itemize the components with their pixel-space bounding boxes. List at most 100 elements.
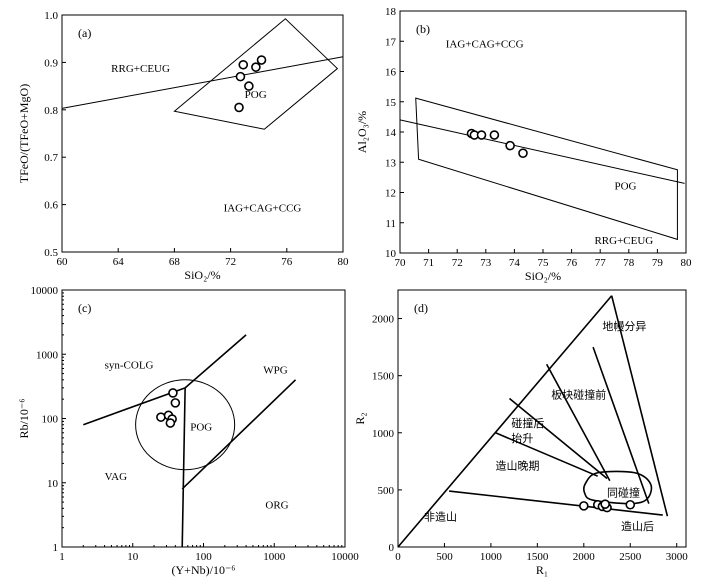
data-point — [234, 102, 244, 113]
field-label: WPG — [263, 365, 288, 377]
y-tick-label: 0.8 — [44, 105, 58, 117]
pog-field-circle — [135, 379, 236, 471]
x-tick-label: 10 — [127, 551, 139, 563]
x-tick-label: 1500 — [526, 551, 549, 563]
field-label: 造山后 — [621, 519, 654, 533]
field-label: 同碰撞 — [607, 486, 640, 500]
field-label: 造山晚期 — [496, 458, 540, 472]
x-tick-label: 10000 — [331, 551, 359, 563]
field-line-WPG/ORG — [181, 379, 297, 490]
field-line-upper — [184, 334, 247, 389]
plot-frame — [397, 289, 687, 548]
data-point — [600, 499, 610, 509]
x-tick-label: 0 — [395, 551, 401, 563]
y-tick-label: 17 — [385, 36, 397, 48]
field-label: IAG+CAG+CCG — [224, 203, 302, 215]
field-label: 非造山 — [424, 510, 457, 524]
field-label: 地幔分异 — [602, 320, 646, 333]
x-tick-label: 70 — [395, 257, 407, 269]
field-label: 碰撞后 — [511, 416, 544, 430]
data-point — [579, 501, 589, 511]
panel-a: 60 64 68 72 76 80 0.5 0.6 0.7 0.8 0.9 1.0 SiO₂/% TFeO… — [17, 10, 349, 282]
y-tick-label: 1000 — [36, 349, 59, 361]
y-tick-label: 16 — [385, 67, 397, 79]
plot-frame — [61, 14, 344, 253]
x-tick-label: 75 — [538, 257, 550, 269]
x-tick-label: 76 — [281, 256, 293, 268]
field-label: IAG+CAG+CCG — [446, 38, 524, 50]
y-tick-label: 10 — [47, 478, 59, 490]
x-tick-label: 500 — [436, 551, 453, 563]
panel-label: (a) — [78, 26, 91, 40]
data-point — [156, 412, 166, 422]
y-tick-label: 18 — [385, 6, 397, 18]
x-axis-label: (Y+Nb)/10⁻⁶ — [172, 563, 236, 577]
field-line-syn-collision — [583, 470, 653, 505]
x-tick-label: 64 — [113, 256, 125, 268]
x-tick-label: 3000 — [666, 551, 689, 563]
field-line-left — [397, 295, 613, 548]
field-line-l3 — [545, 363, 611, 482]
data-point — [238, 59, 249, 70]
data-point — [170, 398, 181, 408]
y-axis-label: R₂ — [353, 412, 367, 424]
field-label: POG — [190, 422, 212, 434]
x-tick-label: 1000 — [263, 551, 286, 563]
y-tick-label: 1500 — [372, 371, 395, 383]
x-tick-label: 68 — [169, 256, 181, 268]
field-line-syn-COLG/VAG — [83, 387, 186, 426]
y-tick-label: 0.6 — [44, 200, 58, 212]
x-tick-label: 2000 — [573, 551, 596, 563]
panel-label: (d) — [414, 301, 428, 315]
data-point — [489, 130, 500, 140]
field-line-POG — [173, 18, 339, 130]
field-line-boundary — [399, 119, 685, 184]
data-point — [505, 140, 515, 151]
field-line-l2 — [495, 432, 599, 477]
y-tick-label: 100 — [42, 414, 59, 426]
y-tick-label: 2000 — [372, 314, 395, 326]
y-axis-label: Rb/10⁻⁶ — [17, 399, 31, 439]
x-tick-label: 100 — [195, 551, 212, 563]
x-tick-label: 72 — [225, 256, 236, 268]
plot-frame — [399, 10, 687, 254]
field-label: RRG+CEUG — [111, 63, 170, 75]
y-tick-label: 500 — [378, 485, 395, 497]
y-tick-label: 14 — [385, 127, 397, 139]
panel-label: (b) — [416, 22, 430, 36]
data-point — [256, 55, 267, 65]
x-axis-label: SiO₂/% — [184, 268, 220, 282]
x-tick-label: 74 — [509, 257, 521, 269]
x-tick-label: 1 — [59, 551, 65, 563]
x-tick-label: 76 — [566, 257, 578, 269]
y-tick-label: 1.0 — [44, 10, 58, 22]
plot-frame — [61, 289, 346, 548]
field-label: 抬升 — [511, 431, 533, 445]
x-tick-label: 60 — [57, 256, 69, 268]
panel-c: 1 10 100 1000 10000 1 10 100 1000 10000 (Y+Nb)/10⁻… — [17, 285, 359, 577]
field-label: RRG+CEUG — [594, 235, 653, 247]
y-tick-label: 10000 — [31, 285, 59, 297]
x-tick-label: 79 — [652, 257, 664, 269]
y-axis-label: Al₂O₃/% — [355, 111, 369, 153]
y-tick-label: 12 — [385, 188, 396, 200]
y-tick-label: 0 — [389, 542, 395, 554]
field-line-POG — [415, 97, 678, 241]
field-label: POG — [245, 89, 267, 101]
data-point — [518, 148, 528, 158]
field-line-vertical — [181, 387, 186, 548]
x-tick-label: 72 — [452, 257, 463, 269]
panel-d: 0 500 1000 1500 2000 2500 3000 0 500 1000 1500 2000… — [353, 289, 689, 577]
y-tick-label: 1000 — [372, 428, 395, 440]
x-axis-label: SiO₂/% — [525, 269, 561, 283]
field-label: ORG — [265, 499, 288, 511]
field-line-right — [610, 295, 669, 517]
field-label: VAG — [105, 471, 127, 483]
x-tick-label: 73 — [480, 257, 492, 269]
data-point — [235, 71, 246, 82]
y-tick-label: 1 — [53, 542, 59, 554]
data-point — [251, 62, 261, 72]
x-axis-label: R₁ — [536, 563, 548, 577]
y-tick-label: 10 — [385, 248, 397, 260]
